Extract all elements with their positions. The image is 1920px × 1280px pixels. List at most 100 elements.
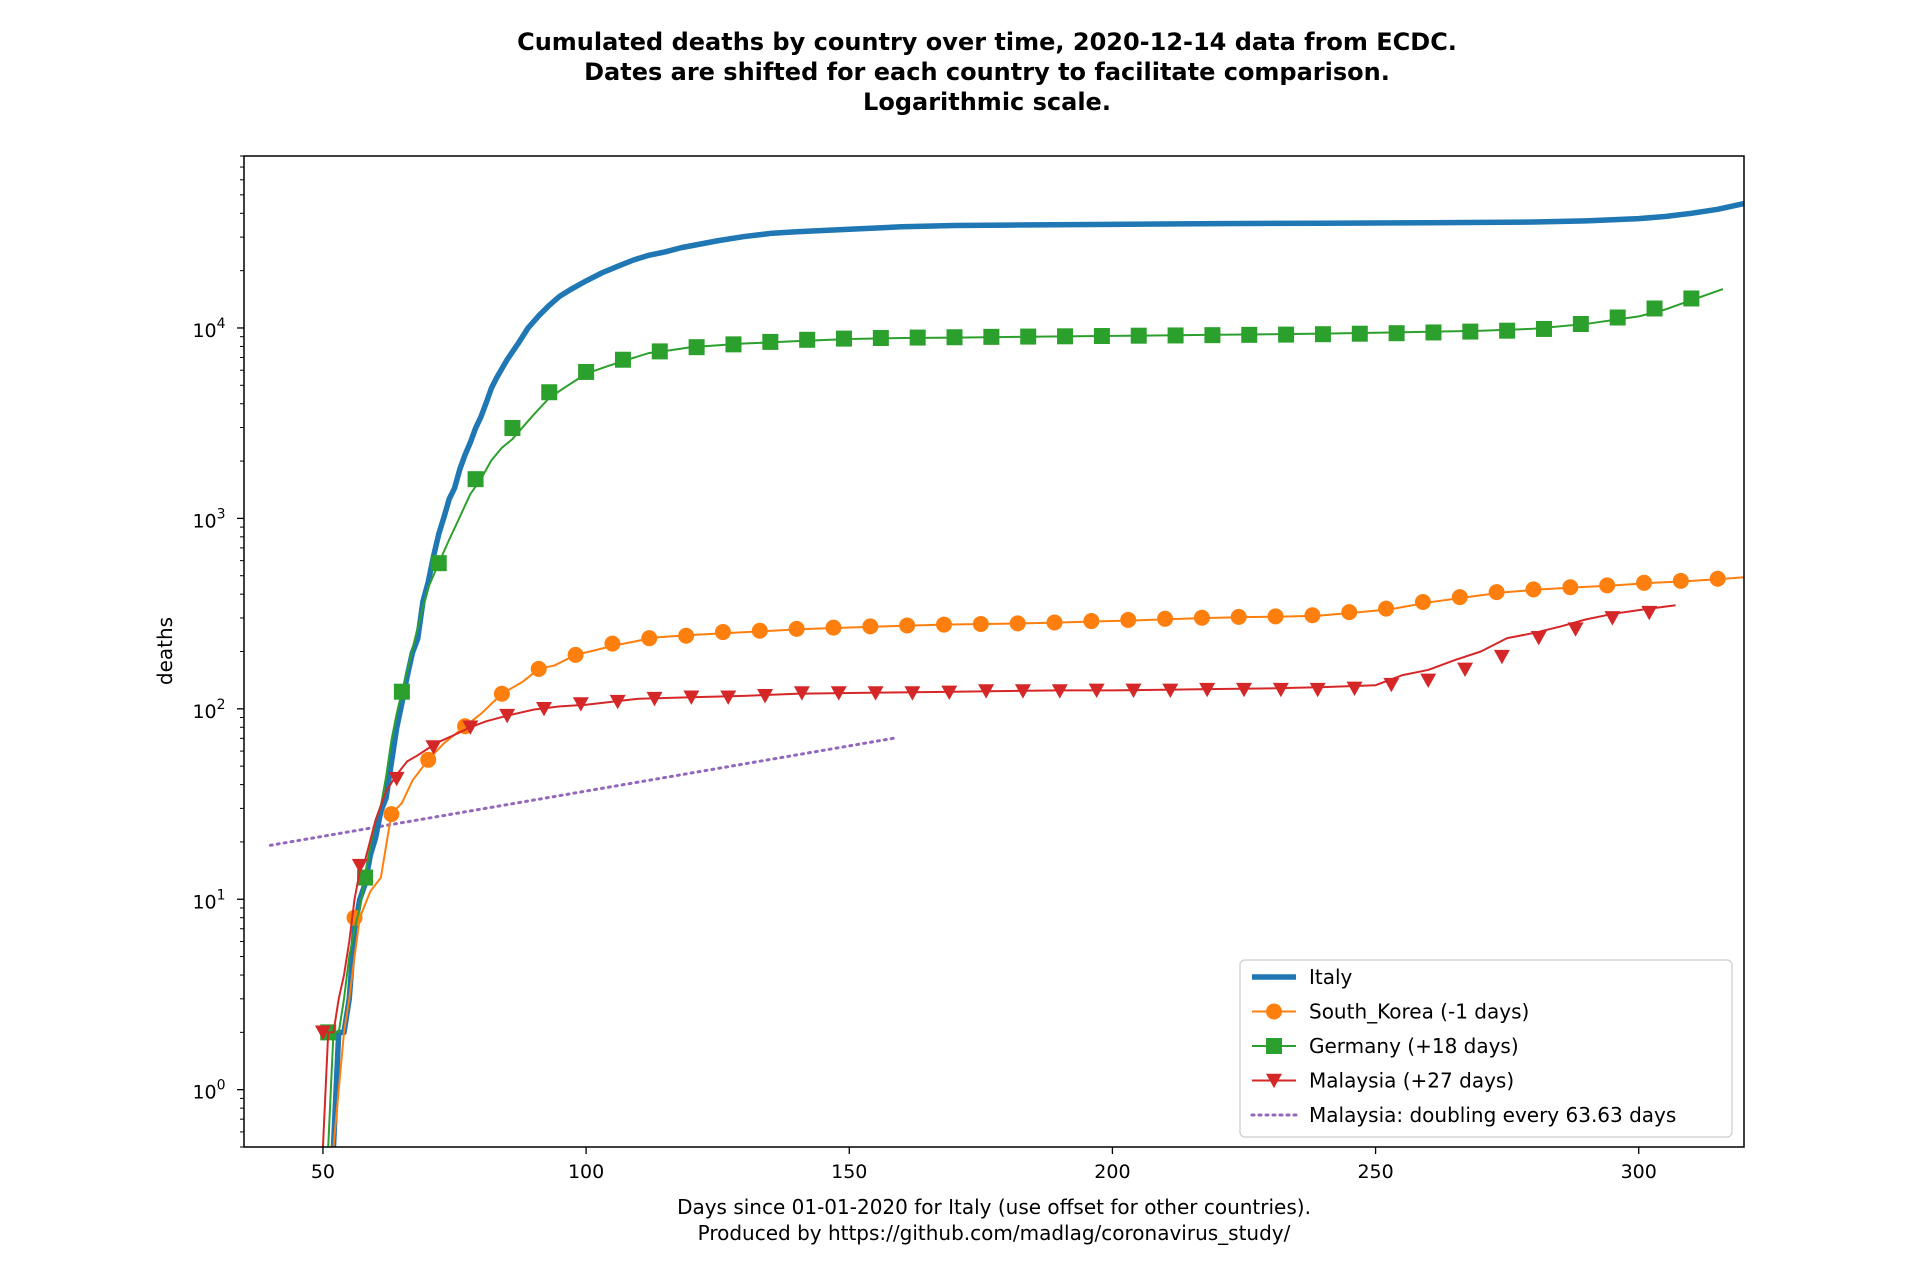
series-0-line (330, 200, 1744, 1147)
x-tick-label: 300 (1621, 1161, 1657, 1183)
series-2-marker (504, 420, 521, 437)
series-1-marker (1341, 604, 1358, 621)
series-3-marker (1604, 611, 1621, 626)
series-3-marker (1272, 682, 1289, 698)
series-3-marker (1567, 622, 1584, 637)
series-3-marker (499, 708, 516, 724)
legend-entry: Germany (+18 days) (1252, 1034, 1519, 1058)
series-1-marker (567, 646, 584, 663)
legend-swatch-marker (1266, 1038, 1282, 1054)
series-2-marker (1609, 309, 1626, 326)
chart-title-line-3: Logarithmic scale. (863, 88, 1111, 116)
series-2-marker (1241, 326, 1258, 343)
x-axis-ticks: 50 100 150 200 250 300 (311, 1147, 1657, 1183)
series-1-marker (1636, 574, 1652, 591)
series-1-marker (972, 615, 989, 632)
series-3-marker (757, 689, 774, 704)
series-2-marker (1388, 325, 1405, 342)
series-3-marker (1420, 673, 1437, 689)
series-1-marker (420, 751, 437, 768)
legend-label: South_Korea (-1 days) (1309, 1000, 1529, 1024)
series-2-marker (1572, 316, 1589, 333)
series-3-marker (1125, 683, 1142, 698)
series-2-marker (1536, 320, 1552, 337)
series-3-marker (720, 690, 737, 705)
series-1-marker (825, 619, 842, 636)
legend-entry: South_Korea (-1 days) (1252, 1000, 1529, 1024)
series-3-marker (1162, 683, 1179, 698)
series-1-marker (1193, 609, 1210, 626)
series-2-marker (467, 471, 484, 488)
series-1-marker (1230, 608, 1247, 625)
series-2-marker (651, 343, 668, 360)
series-2-marker (1020, 328, 1037, 345)
series-1-marker (1562, 579, 1579, 596)
series-3-marker (1493, 649, 1510, 665)
series-2-marker (1351, 325, 1368, 342)
x-tick-label: 250 (1357, 1161, 1393, 1183)
series-2-marker (357, 869, 374, 886)
series-3-marker (830, 686, 847, 701)
series-3-marker (425, 740, 442, 755)
series-3-marker (572, 697, 589, 712)
chart-title-line-1: Cumulated deaths by country over time, 2… (517, 28, 1457, 56)
series-1-marker (1525, 581, 1542, 598)
series-1-marker (1120, 611, 1137, 628)
legend-entries: Italy South_Korea (-1 days) Germany (+18 d… (1250, 965, 1676, 1127)
y-tick-label: 103 (192, 506, 225, 532)
series-3-marker (646, 691, 663, 707)
series-1-marker (788, 620, 805, 637)
series-2-marker (1462, 323, 1479, 340)
series-3-marker (388, 771, 405, 787)
y-tick-label: 102 (192, 697, 225, 723)
x-tick-label: 100 (568, 1161, 604, 1183)
x-tick-label: 150 (831, 1161, 867, 1183)
x-axis-label-line-1: Days since 01-01-2020 for Italy (use off… (677, 1195, 1311, 1219)
series-2-marker (1093, 328, 1110, 345)
series-2-marker (836, 330, 852, 347)
series-2-marker (541, 384, 558, 401)
y-axis-ticks: 100 101 102 103 104 (192, 155, 244, 1148)
series-2-marker (725, 336, 742, 353)
series-3-marker (351, 858, 368, 874)
series-3-marker (978, 684, 995, 699)
series-3-marker (793, 686, 810, 701)
legend-entry: Italy (1252, 965, 1353, 989)
y-tick-label: 100 (192, 1078, 225, 1104)
series-3-marker (1051, 684, 1068, 699)
legend-label: Italy (1309, 965, 1353, 989)
series-1-marker (1378, 600, 1395, 617)
series-2-marker (1204, 327, 1221, 344)
series-3-marker (462, 720, 479, 735)
series-1-marker (899, 617, 916, 634)
legend-label: Malaysia: doubling every 63.63 days (1309, 1103, 1676, 1127)
series-2-marker (1314, 326, 1331, 343)
series-2-marker (393, 683, 410, 700)
series-3-marker (536, 702, 552, 717)
series-3-marker (867, 686, 884, 701)
legend-entry: Malaysia: doubling every 63.63 days (1250, 1103, 1676, 1127)
series-2-marker (1499, 322, 1516, 339)
series-1-marker (1267, 608, 1284, 625)
series-1-marker (641, 630, 658, 647)
chart-title-line-2: Dates are shifted for each country to fa… (584, 58, 1390, 86)
series-3-marker (683, 690, 700, 705)
legend-box (1239, 959, 1733, 1138)
series-2-marker (614, 351, 631, 368)
legend-swatch-marker (1266, 1073, 1282, 1089)
legend-label: Malaysia (+27 days) (1309, 1069, 1514, 1093)
series-1-marker (1451, 589, 1468, 606)
legend-swatch-marker (1266, 1003, 1282, 1020)
series-2-marker (1646, 300, 1663, 317)
series-3-marker (1199, 682, 1216, 698)
series-0 (330, 200, 1744, 1147)
series-1-marker (714, 624, 731, 641)
series-3-marker (941, 685, 958, 700)
series-3-marker (1457, 662, 1474, 678)
series-1-marker (1009, 615, 1026, 632)
series-3-marker (1530, 631, 1547, 646)
series-2-marker (872, 330, 889, 347)
series-3-marker (1236, 682, 1252, 698)
series-1-marker (1709, 570, 1726, 587)
